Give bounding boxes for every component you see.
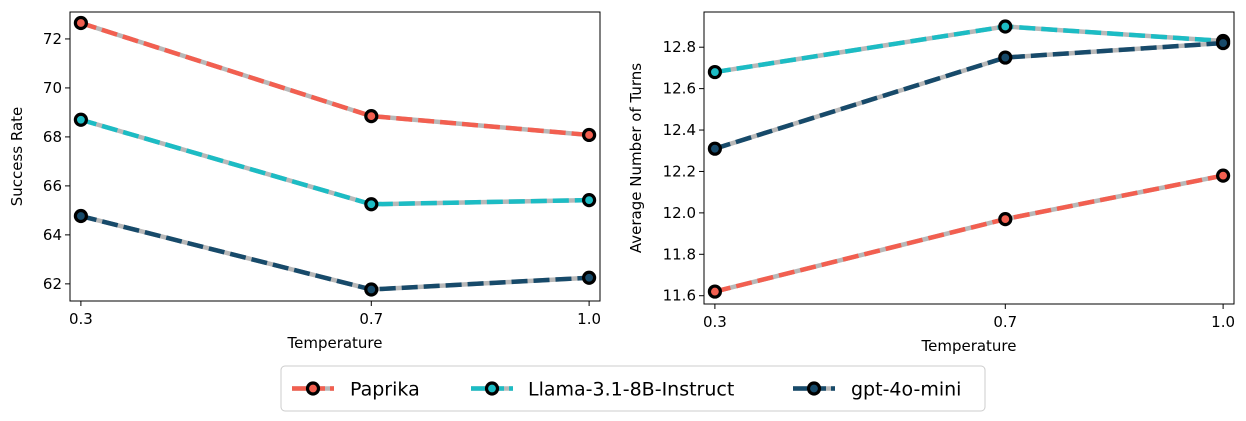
series-gpt-4o-mini: [707, 35, 1231, 156]
data-point: [998, 19, 1013, 34]
data-point: [73, 112, 88, 127]
legend-item: Llama-3.1-8B-Instruct: [471, 379, 734, 401]
data-point: [364, 108, 379, 124]
legend-marker: [484, 381, 500, 396]
legend-label: gpt-4o-mini: [851, 379, 961, 401]
legend: Paprika Llama-3.1-8B-Instruct gpt-4o-mini: [280, 365, 986, 412]
series-line-underlay: [80, 20, 590, 138]
data-point: [707, 141, 722, 156]
series-gpt-4o-mini: [73, 208, 597, 297]
average-turns-chart: 11.6 11.8 12.0 12.2 12.4 12.6 12.8 0.3 0.7 1.0 Tem…: [627, 11, 1235, 355]
x-axis-label: Temperature: [920, 337, 1016, 355]
y-tick-label: 70: [43, 79, 62, 97]
data-point: [73, 15, 88, 31]
series-paprika: [73, 15, 597, 143]
series-line: [714, 173, 1224, 294]
y-tick-label: 12.4: [663, 121, 696, 139]
y-tick-label: 62: [43, 275, 62, 293]
data-point: [998, 211, 1013, 227]
legend-frame: [280, 365, 986, 412]
x-tick-label: 0.3: [703, 313, 727, 331]
data-point: [364, 282, 379, 297]
legend-item: Paprika: [292, 379, 420, 401]
data-point: [1216, 168, 1231, 183]
y-tick-label: 12.6: [663, 80, 696, 98]
data-point: [73, 208, 88, 224]
data-point: [707, 284, 722, 299]
y-tick-label: 12.2: [663, 162, 696, 180]
x-tick-label: 0.7: [359, 310, 383, 328]
y-tick-label: 68: [43, 128, 62, 146]
legend-label: Paprika: [350, 379, 420, 401]
plot-frame: [703, 11, 1235, 305]
x-tick-label: 1.0: [577, 310, 601, 328]
data-point: [1216, 35, 1231, 51]
y-tick-label: 12.8: [663, 38, 696, 56]
series-line: [714, 40, 1224, 151]
y-tick-label: 11.6: [663, 287, 696, 305]
series-line: [80, 117, 590, 207]
y-tick-label: 12.0: [663, 204, 696, 222]
series-line: [80, 20, 590, 138]
x-tick-label: 0.7: [993, 313, 1017, 331]
legend-label: Llama-3.1-8B-Instruct: [528, 379, 734, 401]
y-axis-label: Success Rate: [8, 107, 26, 207]
legend-marker: [806, 381, 822, 396]
y-tick-label: 72: [43, 30, 62, 48]
data-point: [998, 50, 1013, 65]
x-axis-label: Temperature: [286, 334, 382, 352]
x-tick-label: 1.0: [1211, 313, 1235, 331]
plot-frame: [69, 11, 601, 302]
legend-marker: [305, 381, 321, 396]
y-tick-label: 11.8: [663, 245, 696, 263]
y-tick-label: 64: [43, 226, 62, 244]
data-point: [582, 192, 597, 208]
y-axis-label: Average Number of Turns: [627, 63, 645, 253]
legend-item: gpt-4o-mini: [793, 379, 961, 401]
data-point: [707, 64, 722, 80]
success-rate-chart: 62 64 66 68 70 72 0.3 0.7 1.0 Temperature Success …: [8, 11, 601, 352]
data-point: [582, 270, 597, 285]
x-tick-label: 0.3: [69, 310, 93, 328]
series-line-underlay: [80, 213, 590, 292]
series-llama-3-1-8b-instruct: [73, 112, 597, 212]
data-point: [364, 197, 379, 212]
data-point: [582, 127, 597, 143]
series-paprika: [707, 168, 1231, 299]
y-tick-label: 66: [43, 177, 62, 195]
